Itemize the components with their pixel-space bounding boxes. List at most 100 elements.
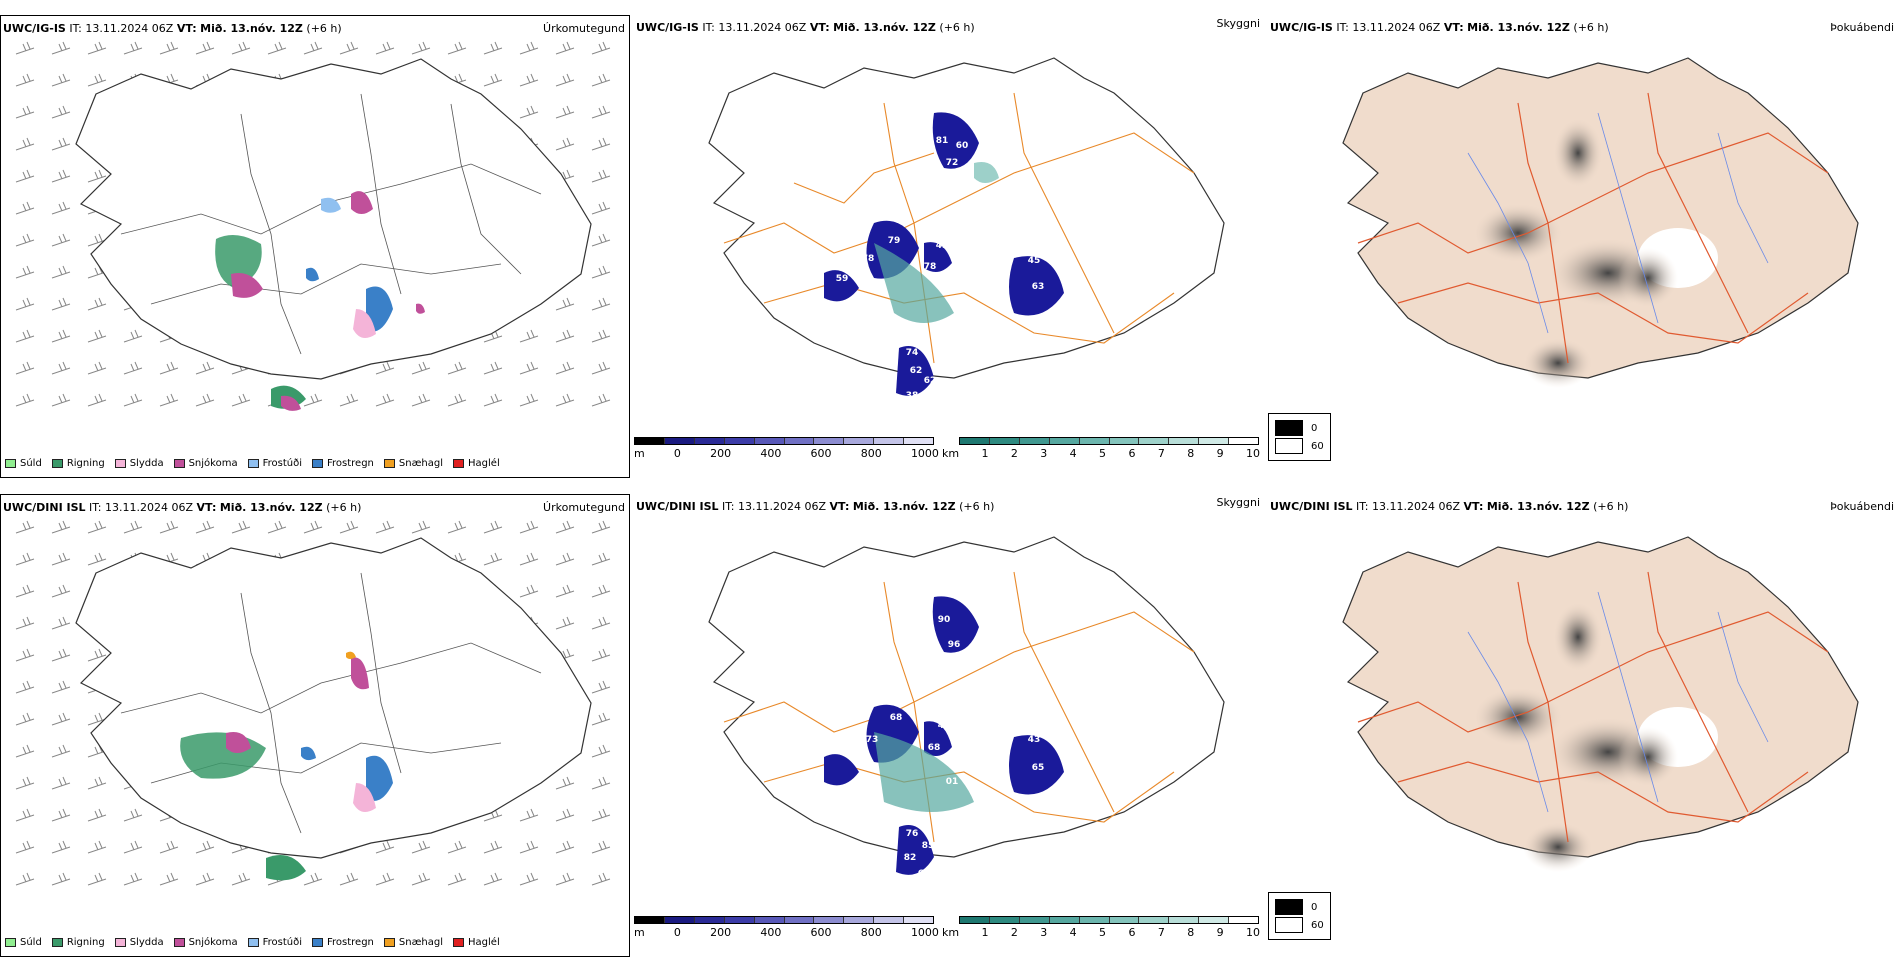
wind-barb [159, 520, 179, 534]
wind-barb [483, 393, 503, 407]
model-name: UWC/DINI ISL [3, 501, 86, 514]
panel-header: UWC/DINI ISL IT: 13.11.2024 06Z VT: Mið.… [636, 500, 994, 513]
wind-barb [87, 329, 107, 343]
road-network [1357, 571, 1829, 843]
tick-label: 0 [673, 926, 681, 939]
model-name: UWC/DINI ISL [1270, 500, 1353, 513]
wind-barb [555, 73, 575, 87]
wind-barb [51, 393, 71, 407]
vis-label: 68 [928, 743, 941, 753]
visibility-map: 90 96 12 68 49 73 68 67 43 419 65 01 76 … [708, 536, 1225, 879]
legend-label: Snjókoma [188, 937, 238, 948]
vis-label: 68 [890, 713, 903, 723]
wind-barb [195, 361, 215, 375]
colorbar-segment [694, 438, 725, 444]
wind-barb [51, 808, 71, 822]
wind-barb [411, 41, 431, 55]
visibility-areas [824, 112, 1064, 396]
wind-barb [591, 648, 611, 662]
road-network [1357, 92, 1829, 364]
fog-swatch [1275, 899, 1303, 915]
wind-barb [15, 776, 35, 790]
vis-label: 59 [836, 274, 849, 284]
model-name: UWC/IG-IS [3, 22, 66, 35]
legend-item: Haglél [453, 458, 500, 469]
wind-barb [123, 808, 143, 822]
tick-label: 9 [1216, 926, 1224, 939]
wind-barb [51, 105, 71, 119]
tick-label: 5 [1099, 447, 1107, 460]
colorbar-segment [1109, 917, 1140, 923]
wind-barb [231, 393, 251, 407]
wind-barb [519, 520, 539, 534]
colorbar-segment [1169, 438, 1200, 444]
colorbar-segment [989, 438, 1020, 444]
wind-barb [51, 297, 71, 311]
visibility-map: 81 60 72 14 79 45 78 78 59 66 45 63 74 6… [708, 57, 1225, 401]
vt-value: Mið. 13.nóv. 12Z [1486, 500, 1590, 513]
elevation-unit: m [634, 926, 645, 939]
wind-barb [591, 712, 611, 726]
wind-barb [555, 361, 575, 375]
legend-label: Haglél [468, 937, 500, 948]
tick-label: 7 [1157, 926, 1165, 939]
tick-label: 3 [1040, 447, 1048, 460]
wind-barb [51, 329, 71, 343]
tick-label: 400 [760, 926, 782, 939]
elevation-colorbar [634, 437, 934, 445]
wind-barb [591, 680, 611, 694]
it-label: IT: [89, 501, 102, 514]
vis-label: 74 [906, 348, 919, 358]
wind-barb [15, 584, 35, 598]
wind-barb [519, 329, 539, 343]
elevation-colorbar [634, 916, 934, 924]
wind-barb [51, 744, 71, 758]
wind-barb [411, 840, 431, 854]
legend-item: Frostregn [312, 458, 374, 469]
model-name: UWC/IG-IS [636, 21, 699, 34]
wind-barb [519, 872, 539, 886]
legend-label: Slydda [129, 458, 164, 469]
vis-label: 66 [990, 246, 1003, 256]
wind-barb [339, 41, 359, 55]
panel-header: UWC/IG-IS IT: 13.11.2024 06Z VT: Mið. 13… [636, 21, 975, 34]
fog-swatch [1275, 420, 1303, 436]
vis-label: 12 [893, 695, 906, 705]
fog-areas [1473, 118, 1718, 388]
vis-label: 63 [918, 869, 931, 879]
vis-label: 45 [936, 241, 949, 251]
wind-barb [591, 137, 611, 151]
wind-barb [51, 73, 71, 87]
vis-label: 72 [946, 158, 959, 168]
iceland-coastline [708, 536, 1225, 858]
wind-barb [411, 393, 431, 407]
wind-barb [447, 361, 467, 375]
vt-label: VT: [176, 22, 197, 35]
wind-barb [15, 840, 35, 854]
wind-barb [15, 329, 35, 343]
precip-panel-row2: UWC/DINI ISL IT: 13.11.2024 06Z VT: Mið.… [0, 494, 630, 957]
colorbar-segment [1049, 917, 1080, 923]
wind-barb [159, 840, 179, 854]
tick-label: 1000 [910, 447, 939, 460]
vis-label: 62 [910, 366, 923, 376]
wind-barb [51, 680, 71, 694]
wind-barb [555, 137, 575, 151]
vt-label: VT: [1463, 500, 1484, 513]
tick-label: 4 [1069, 926, 1077, 939]
wind-barb [555, 393, 575, 407]
wind-barb [591, 169, 611, 183]
wind-barb [15, 520, 35, 534]
precip-areas [180, 651, 393, 881]
wind-barb [591, 776, 611, 790]
wind-barb [483, 361, 503, 375]
wind-barb [123, 361, 143, 375]
colorbar-segment [1229, 438, 1259, 444]
wind-barb [123, 329, 143, 343]
legend-label: Frostúði [262, 937, 302, 948]
wind-barb [15, 201, 35, 215]
model-name: UWC/IG-IS [1270, 21, 1333, 34]
wind-barb [51, 361, 71, 375]
wind-barb [555, 808, 575, 822]
tick-label: 2 [1010, 926, 1018, 939]
